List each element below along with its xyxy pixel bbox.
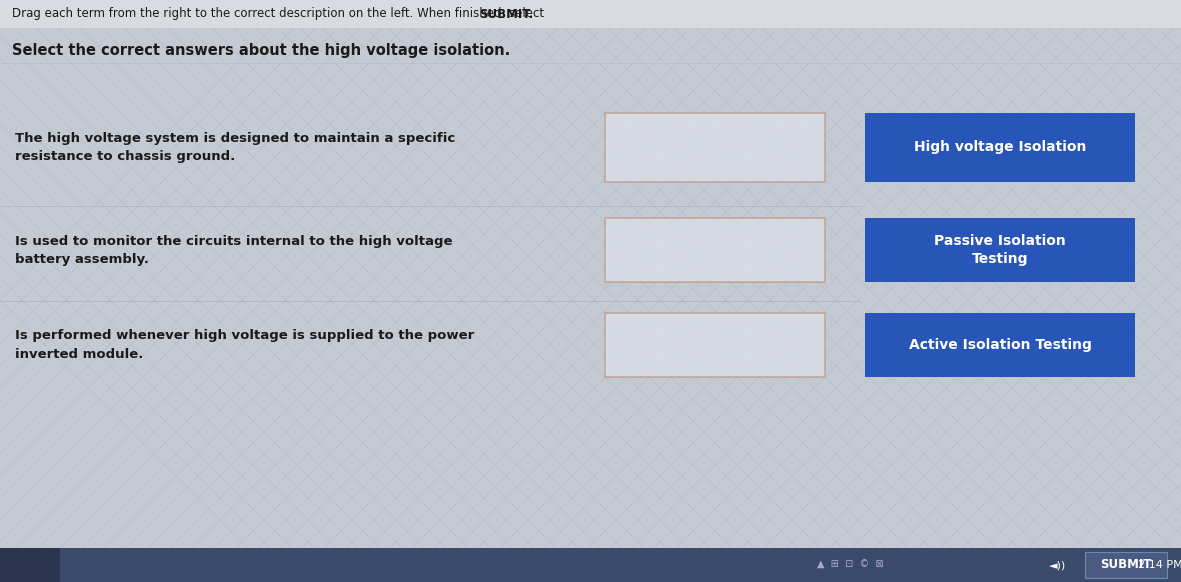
FancyBboxPatch shape — [605, 313, 826, 377]
FancyBboxPatch shape — [0, 548, 60, 582]
Text: Active Isolation Testing: Active Isolation Testing — [908, 338, 1091, 352]
Text: ▲  ⊞  ⊡  ©  ⊠: ▲ ⊞ ⊡ © ⊠ — [817, 560, 883, 570]
FancyBboxPatch shape — [605, 113, 826, 182]
Text: Is used to monitor the circuits internal to the high voltage
battery assembly.: Is used to monitor the circuits internal… — [15, 235, 452, 265]
FancyBboxPatch shape — [1085, 552, 1167, 578]
Text: SUBMIT.: SUBMIT. — [479, 8, 534, 20]
Text: Drag each term from the right to the correct description on the left. When finis: Drag each term from the right to the cor… — [12, 8, 548, 20]
FancyBboxPatch shape — [864, 218, 1135, 282]
Text: Is performed whenever high voltage is supplied to the power
inverted module.: Is performed whenever high voltage is su… — [15, 329, 475, 360]
Text: 2:14 PM: 2:14 PM — [1137, 560, 1181, 570]
FancyBboxPatch shape — [0, 0, 1181, 28]
Text: The high voltage system is designed to maintain a specific
resistance to chassis: The high voltage system is designed to m… — [15, 132, 455, 163]
Text: Passive Isolation
Testing: Passive Isolation Testing — [934, 234, 1066, 266]
Text: Select the correct answers about the high voltage isolation.: Select the correct answers about the hig… — [12, 42, 510, 58]
FancyBboxPatch shape — [864, 113, 1135, 182]
Text: High voltage Isolation: High voltage Isolation — [914, 140, 1087, 154]
FancyBboxPatch shape — [0, 548, 1181, 582]
FancyBboxPatch shape — [864, 313, 1135, 377]
Text: ◄)): ◄)) — [1050, 560, 1066, 570]
Text: SUBMIT: SUBMIT — [1101, 559, 1151, 572]
FancyBboxPatch shape — [605, 218, 826, 282]
